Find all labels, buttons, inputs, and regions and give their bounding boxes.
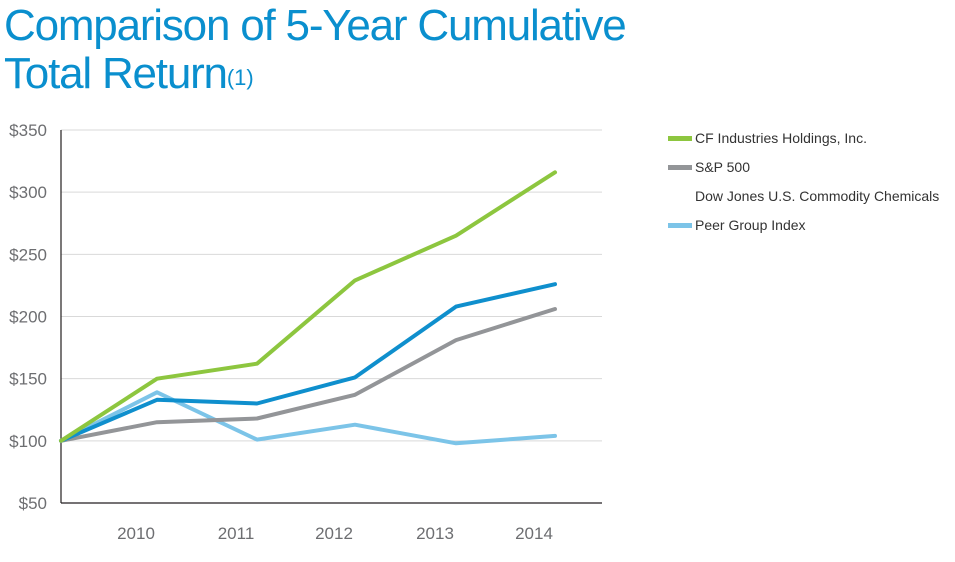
chart-title-line-1: Comparison of 5-Year Cumulative [4,1,627,50]
legend-label: CF Industries Holdings, Inc. [695,130,867,146]
y-tick-label: $150 [9,370,47,389]
y-tick-label: $50 [19,494,47,513]
chart-title: Comparison of 5-Year Cumulative Total Re… [4,1,627,98]
y-tick-label: $100 [9,432,47,451]
series-line-1 [59,307,557,443]
x-tick-label: 2011 [218,524,255,543]
gridlines [61,129,602,442]
x-tick-label: 2012 [315,524,353,543]
y-tick-label: $250 [9,245,47,264]
y-tick-labels: $50 $100 $150 $200 $250 $300 $350 [9,121,47,513]
y-tick-label: $300 [9,183,47,202]
x-tick-labels: 2010 2011 2012 2013 2014 [117,524,553,543]
x-tick-label: 2010 [117,524,155,543]
series-line-0 [59,170,557,443]
legend-swatch [668,136,692,141]
y-tick-label: $350 [9,121,47,140]
legend-label: Dow Jones U.S. Commodity Chemicals [695,188,940,204]
series-line-3 [59,390,557,446]
x-tick-label: 2013 [416,524,454,543]
chart-title-line-2: Total Return(1) [4,50,626,98]
x-tick-label: 2014 [515,524,553,543]
legend-swatch [668,223,692,228]
legend-label: Peer Group Index [695,217,806,233]
y-tick-label: $200 [9,308,47,327]
legend-label: S&P 500 [695,159,751,175]
legend-swatch [668,165,692,170]
series-lines [59,170,557,446]
footnote-marker: (1) [226,65,254,90]
chart-title-line-2-text: Total Return [4,49,228,98]
series-line-2 [59,282,557,443]
